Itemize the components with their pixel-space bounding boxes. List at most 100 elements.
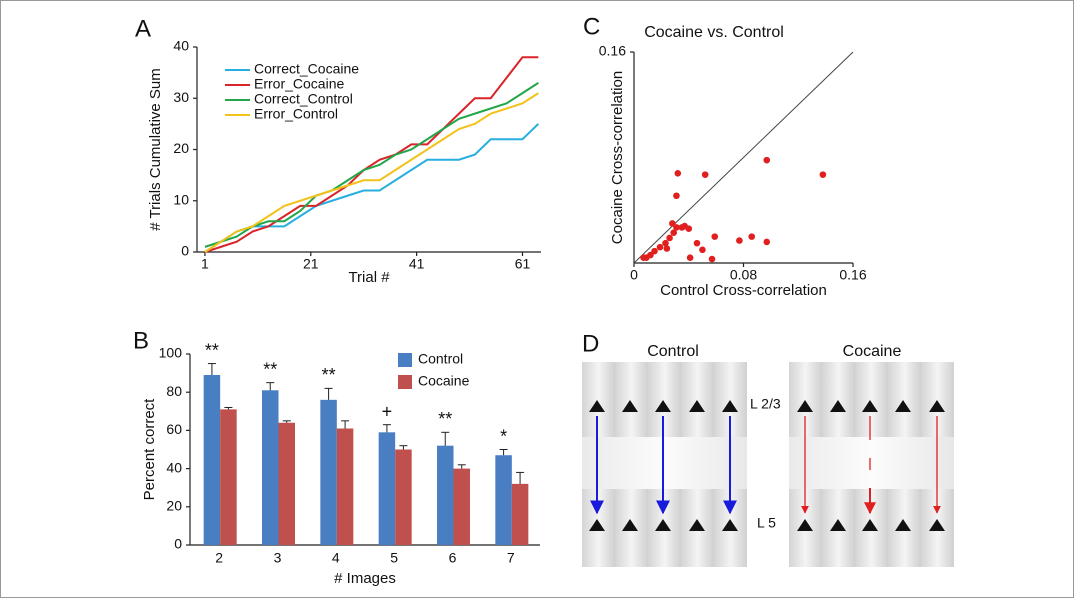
legend-swatch bbox=[398, 353, 412, 367]
layer-label: L 2/3 bbox=[750, 396, 781, 412]
point bbox=[681, 222, 688, 230]
series-line bbox=[204, 123, 540, 253]
legend-swatch bbox=[398, 375, 412, 389]
bar bbox=[437, 445, 454, 545]
y-tick-label: 0.16 bbox=[599, 43, 626, 59]
point bbox=[666, 234, 673, 242]
point bbox=[699, 246, 706, 254]
point bbox=[674, 170, 682, 177]
neurons bbox=[589, 400, 945, 531]
y-tick-label: 80 bbox=[166, 383, 182, 399]
significance: ** bbox=[205, 340, 219, 360]
panel-letter: B bbox=[133, 327, 149, 354]
y-tick-label: 30 bbox=[173, 89, 189, 105]
x-tick-label: 21 bbox=[303, 256, 319, 272]
point bbox=[748, 233, 756, 240]
bar bbox=[336, 428, 354, 545]
x-tick-label: 41 bbox=[409, 256, 425, 272]
identity-line bbox=[633, 51, 854, 264]
x-axis-title: Trial # bbox=[348, 269, 390, 286]
point bbox=[656, 243, 664, 251]
x-tick-label: 61 bbox=[515, 256, 531, 272]
bar bbox=[203, 375, 221, 545]
group-label: Control bbox=[647, 343, 699, 360]
point bbox=[736, 237, 743, 244]
bar bbox=[320, 399, 337, 545]
point bbox=[763, 238, 771, 246]
x-tick-label: 7 bbox=[507, 550, 515, 566]
bar bbox=[262, 390, 279, 545]
bar bbox=[495, 455, 512, 545]
bar bbox=[378, 432, 396, 545]
y-axis-title: Percent correct bbox=[141, 398, 158, 501]
panel-letter: C bbox=[583, 13, 600, 40]
y-axis-title: # Trials Cumulative Sum bbox=[147, 68, 164, 231]
series-line bbox=[204, 92, 539, 253]
point bbox=[673, 192, 680, 200]
y-tick-label: 60 bbox=[166, 421, 182, 437]
point bbox=[651, 247, 658, 255]
x-tick-label: 1 bbox=[201, 256, 209, 272]
point bbox=[819, 171, 827, 178]
significance: * bbox=[500, 426, 507, 446]
y-tick-label: 10 bbox=[173, 191, 189, 207]
legend-label: Correct_Control bbox=[254, 91, 353, 107]
legend-label: Error_Cocaine bbox=[254, 76, 344, 92]
y-tick-label: 100 bbox=[159, 345, 183, 361]
x-tick-label: 6 bbox=[449, 550, 457, 566]
point bbox=[686, 254, 694, 262]
significance: ** bbox=[438, 409, 452, 429]
point bbox=[640, 254, 647, 262]
bar bbox=[453, 468, 470, 545]
bar bbox=[220, 409, 237, 545]
columns bbox=[582, 362, 954, 567]
point bbox=[669, 220, 676, 227]
x-tick-label: 0.08 bbox=[730, 267, 757, 283]
x-tick-label: 2 bbox=[215, 550, 223, 566]
x-tick-label: 3 bbox=[274, 550, 282, 566]
point bbox=[693, 239, 701, 247]
point bbox=[701, 171, 709, 178]
point bbox=[673, 224, 680, 231]
series-line bbox=[204, 56, 539, 253]
significance: + bbox=[382, 401, 393, 421]
cocaine-arrows bbox=[801, 416, 941, 515]
group-label: Cocaine bbox=[843, 343, 902, 360]
panel-d: D Control Cocaine L 2/3 L 5 bbox=[582, 330, 954, 567]
y-tick-label: 40 bbox=[166, 459, 182, 475]
x-tick-label: 4 bbox=[332, 550, 340, 566]
y-tick-label: 0 bbox=[181, 243, 189, 259]
x-axis-title: # Images bbox=[334, 570, 396, 587]
y-tick-label: 20 bbox=[166, 498, 182, 514]
point bbox=[670, 229, 677, 236]
bar bbox=[395, 449, 412, 545]
point bbox=[708, 255, 716, 263]
control-arrows bbox=[590, 416, 737, 515]
point bbox=[763, 156, 771, 164]
bar bbox=[278, 422, 295, 545]
point bbox=[711, 233, 719, 240]
series-line bbox=[204, 82, 539, 248]
panel-letter: A bbox=[135, 15, 151, 42]
legend-label: Control bbox=[418, 351, 463, 367]
y-tick-label: 0 bbox=[174, 536, 182, 552]
panel-letter: D bbox=[582, 330, 599, 357]
legend-label: Error_Control bbox=[254, 106, 338, 122]
legend-label: Correct_Cocaine bbox=[254, 61, 359, 77]
chart-title: Cocaine vs. Control bbox=[644, 24, 784, 41]
bar bbox=[511, 483, 529, 545]
x-tick-label: 0 bbox=[630, 267, 638, 283]
x-tick-label: 0.16 bbox=[839, 267, 866, 283]
x-tick-label: 5 bbox=[390, 550, 398, 566]
significance: ** bbox=[322, 365, 336, 385]
x-axis-title: Control Cross-correlation bbox=[660, 282, 827, 299]
y-axis-title: Cocaine Cross-correlation bbox=[609, 71, 626, 244]
point bbox=[662, 239, 669, 247]
point bbox=[663, 245, 671, 252]
y-tick-label: 20 bbox=[173, 140, 189, 156]
legend-label: Cocaine bbox=[418, 373, 470, 389]
layer-label: L 5 bbox=[757, 515, 776, 531]
y-tick-label: 40 bbox=[173, 38, 189, 54]
significance: ** bbox=[263, 359, 277, 379]
